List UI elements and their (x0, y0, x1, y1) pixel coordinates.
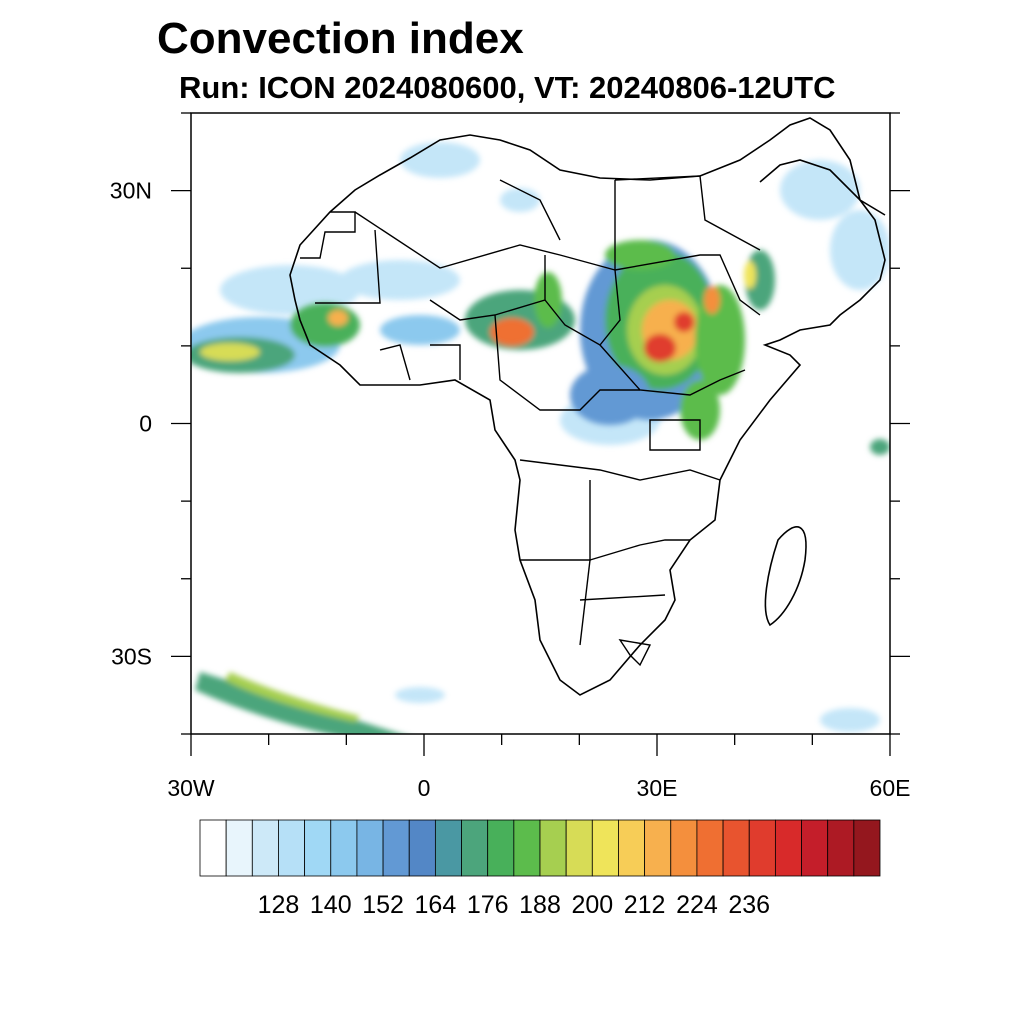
colorbar-swatch (696, 819, 724, 877)
colorbar-label: 212 (624, 891, 666, 919)
colorbar-swatch (827, 819, 855, 877)
lat-axis: 30N 0 30S (110, 112, 910, 735)
lon-tick-label: 30E (637, 775, 678, 801)
colorbar-swatch (278, 819, 306, 877)
colorbar-swatch (461, 819, 489, 877)
lat-tick-label: 0 (139, 411, 152, 437)
lon-tick-label: 0 (418, 775, 431, 801)
lon-tick-label: 30W (167, 775, 215, 801)
colorbar-label: 140 (310, 891, 352, 919)
colorbar-label: 176 (467, 891, 509, 919)
colorbar-swatch (408, 819, 436, 877)
colorbar: 128 140 152 164 176 188 200 212 224 236 (199, 819, 881, 919)
colorbar-label: 236 (728, 891, 770, 919)
colorbar-label: 188 (519, 891, 561, 919)
colorbar-label: 152 (362, 891, 404, 919)
map-subtitle: Run: ICON 2024080600, VT: 20240806-12UTC (179, 70, 836, 105)
colorbar-swatch (251, 819, 279, 877)
colorbar-swatch (591, 819, 619, 877)
colorbar-swatch (565, 819, 593, 877)
lat-tick-label: 30S (111, 643, 152, 669)
colorbar-swatch (748, 819, 776, 877)
colorbar-swatch (722, 819, 750, 877)
lat-tick-label: 30N (110, 178, 152, 204)
colorbar-swatch (853, 819, 881, 877)
colorbar-swatch (356, 819, 384, 877)
colorbar-label: 128 (258, 891, 300, 919)
map-title: Convection index (157, 14, 524, 63)
colorbar-swatch (434, 819, 462, 877)
convection-field (191, 142, 890, 734)
colorbar-label: 164 (415, 891, 457, 919)
colorbar-label: 224 (676, 891, 718, 919)
colorbar-swatch (304, 819, 332, 877)
colorbar-swatch (199, 819, 227, 877)
colorbar-swatch (330, 819, 358, 877)
country-borders (300, 175, 761, 667)
colorbar-swatch (618, 819, 646, 877)
colorbar-swatch (382, 819, 410, 877)
lon-tick-label: 60E (870, 775, 911, 801)
coastlines (289, 117, 886, 696)
colorbar-label: 200 (571, 891, 613, 919)
colorbar-swatch (487, 819, 515, 877)
colorbar-swatch (774, 819, 802, 877)
colorbar-swatch (644, 819, 672, 877)
colorbar-swatch (670, 819, 698, 877)
colorbar-swatch (513, 819, 541, 877)
colorbar-swatch (539, 819, 567, 877)
colorbar-swatch (225, 819, 253, 877)
lon-axis: 30W 0 30E 60E (167, 734, 911, 801)
colorbar-swatch (801, 819, 829, 877)
